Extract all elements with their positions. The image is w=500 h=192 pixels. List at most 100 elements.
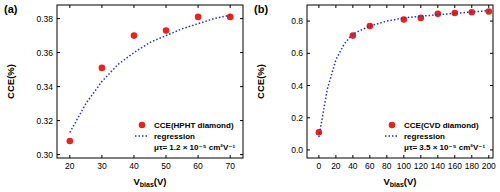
data-point bbox=[163, 27, 170, 34]
y-tick bbox=[240, 52, 243, 53]
data-point bbox=[316, 129, 323, 136]
x-tick bbox=[488, 155, 489, 158]
annotation: μτ= 1.2 × 10⁻⁵ cm²V⁻¹ bbox=[154, 143, 235, 152]
x-tick bbox=[335, 155, 336, 158]
x-tick bbox=[471, 155, 472, 158]
panel: (a)2030405060700.300.320.340.360.38Vbias… bbox=[4, 3, 243, 188]
x-tick bbox=[166, 155, 167, 158]
y-tick bbox=[57, 18, 60, 19]
x-tick bbox=[369, 5, 370, 8]
data-area bbox=[67, 14, 234, 145]
y-tick-label: 0.32 bbox=[36, 116, 53, 126]
x-tick bbox=[420, 155, 421, 158]
x-axis-label: Vbias(V) bbox=[383, 176, 416, 188]
x-tick bbox=[352, 5, 353, 8]
y-tick bbox=[57, 120, 60, 121]
y-tick bbox=[57, 52, 60, 53]
legend-label: regression bbox=[154, 132, 195, 141]
y-axis-label: CCE(%) bbox=[255, 64, 266, 99]
y-tick bbox=[57, 86, 60, 87]
x-tick-label: 0 bbox=[317, 161, 322, 171]
y-tick bbox=[490, 21, 493, 22]
data-point bbox=[99, 65, 106, 72]
x-tick bbox=[318, 5, 319, 8]
y-tick bbox=[490, 85, 493, 86]
y-tick bbox=[240, 86, 243, 87]
plot-frame bbox=[307, 5, 493, 158]
x-tick bbox=[69, 155, 70, 158]
regression-line bbox=[70, 15, 230, 132]
data-point bbox=[227, 14, 234, 21]
panel-label: (b) bbox=[254, 3, 268, 15]
legend: CCE(CVD diamond) regression μτ= 3.5 × 10⁻⁵… bbox=[385, 121, 485, 152]
panel: (b)0204060801001201401601802000.00.20.40… bbox=[254, 3, 496, 188]
y-tick-label: 0.6 bbox=[291, 48, 303, 58]
plot-frame bbox=[57, 5, 243, 158]
legend-swatch bbox=[389, 122, 396, 129]
legend-swatch bbox=[135, 135, 149, 137]
x-axis-label: Vbias(V) bbox=[133, 176, 166, 188]
y-tick-label: 0.0 bbox=[291, 145, 303, 155]
y-tick-label: 0.38 bbox=[36, 14, 53, 24]
data-area bbox=[316, 8, 492, 137]
x-tick-label: 60 bbox=[365, 161, 375, 171]
x-tick-label: 20 bbox=[65, 161, 75, 171]
data-point bbox=[485, 8, 492, 15]
x-tick-label: 140 bbox=[431, 161, 445, 171]
data-point bbox=[131, 32, 138, 39]
x-tick bbox=[403, 155, 404, 158]
x-tick bbox=[198, 155, 199, 158]
y-tick bbox=[240, 154, 243, 155]
data-point bbox=[367, 23, 374, 30]
legend-label: CCE(CVD diamond) bbox=[404, 121, 479, 130]
y-tick bbox=[240, 120, 243, 121]
panel-label: (a) bbox=[4, 3, 18, 15]
x-tick bbox=[101, 5, 102, 8]
x-tick bbox=[69, 5, 70, 8]
x-tick bbox=[437, 5, 438, 8]
x-tick bbox=[403, 5, 404, 8]
x-tick-label: 200 bbox=[482, 161, 496, 171]
y-axis-label: CCE(%) bbox=[5, 64, 16, 99]
y-tick bbox=[490, 149, 493, 150]
x-tick bbox=[420, 5, 421, 8]
x-tick-label: 100 bbox=[397, 161, 411, 171]
figure: (a)2030405060700.300.320.340.360.38Vbias… bbox=[0, 0, 500, 192]
legend-label: regression bbox=[404, 132, 445, 141]
x-tick bbox=[386, 155, 387, 158]
y-tick-label: 0.8 bbox=[291, 16, 303, 26]
y-tick-label: 0.30 bbox=[36, 150, 53, 160]
y-tick bbox=[307, 85, 310, 86]
x-tick-label: 160 bbox=[448, 161, 462, 171]
y-tick-label: 0.4 bbox=[291, 81, 303, 91]
y-tick-label: 0.2 bbox=[291, 113, 303, 123]
x-tick-label: 40 bbox=[348, 161, 358, 171]
data-point bbox=[418, 15, 425, 22]
x-tick-label: 180 bbox=[465, 161, 479, 171]
y-tick bbox=[490, 53, 493, 54]
y-tick bbox=[307, 21, 310, 22]
x-tick bbox=[454, 5, 455, 8]
y-tick bbox=[240, 18, 243, 19]
x-tick bbox=[335, 5, 336, 8]
y-tick bbox=[307, 149, 310, 150]
x-tick bbox=[437, 155, 438, 158]
data-point bbox=[401, 16, 408, 23]
x-tick-label: 60 bbox=[193, 161, 203, 171]
x-tick bbox=[198, 5, 199, 8]
y-tick bbox=[307, 53, 310, 54]
annotation: μτ= 3.5 × 10⁻⁵ cm²V⁻¹ bbox=[404, 143, 485, 152]
x-tick-label: 80 bbox=[382, 161, 392, 171]
data-point bbox=[195, 14, 202, 21]
x-tick bbox=[101, 155, 102, 158]
legend: CCE(HPHT diamond)regressionμτ= 1.2 × 10⁻… bbox=[135, 121, 235, 152]
x-tick-label: 50 bbox=[161, 161, 171, 171]
x-tick bbox=[230, 5, 231, 8]
x-tick bbox=[318, 155, 319, 158]
x-tick-label: 30 bbox=[97, 161, 107, 171]
y-tick bbox=[307, 117, 310, 118]
x-tick bbox=[352, 155, 353, 158]
x-tick-label: 20 bbox=[331, 161, 341, 171]
x-tick bbox=[230, 155, 231, 158]
x-tick bbox=[133, 155, 134, 158]
